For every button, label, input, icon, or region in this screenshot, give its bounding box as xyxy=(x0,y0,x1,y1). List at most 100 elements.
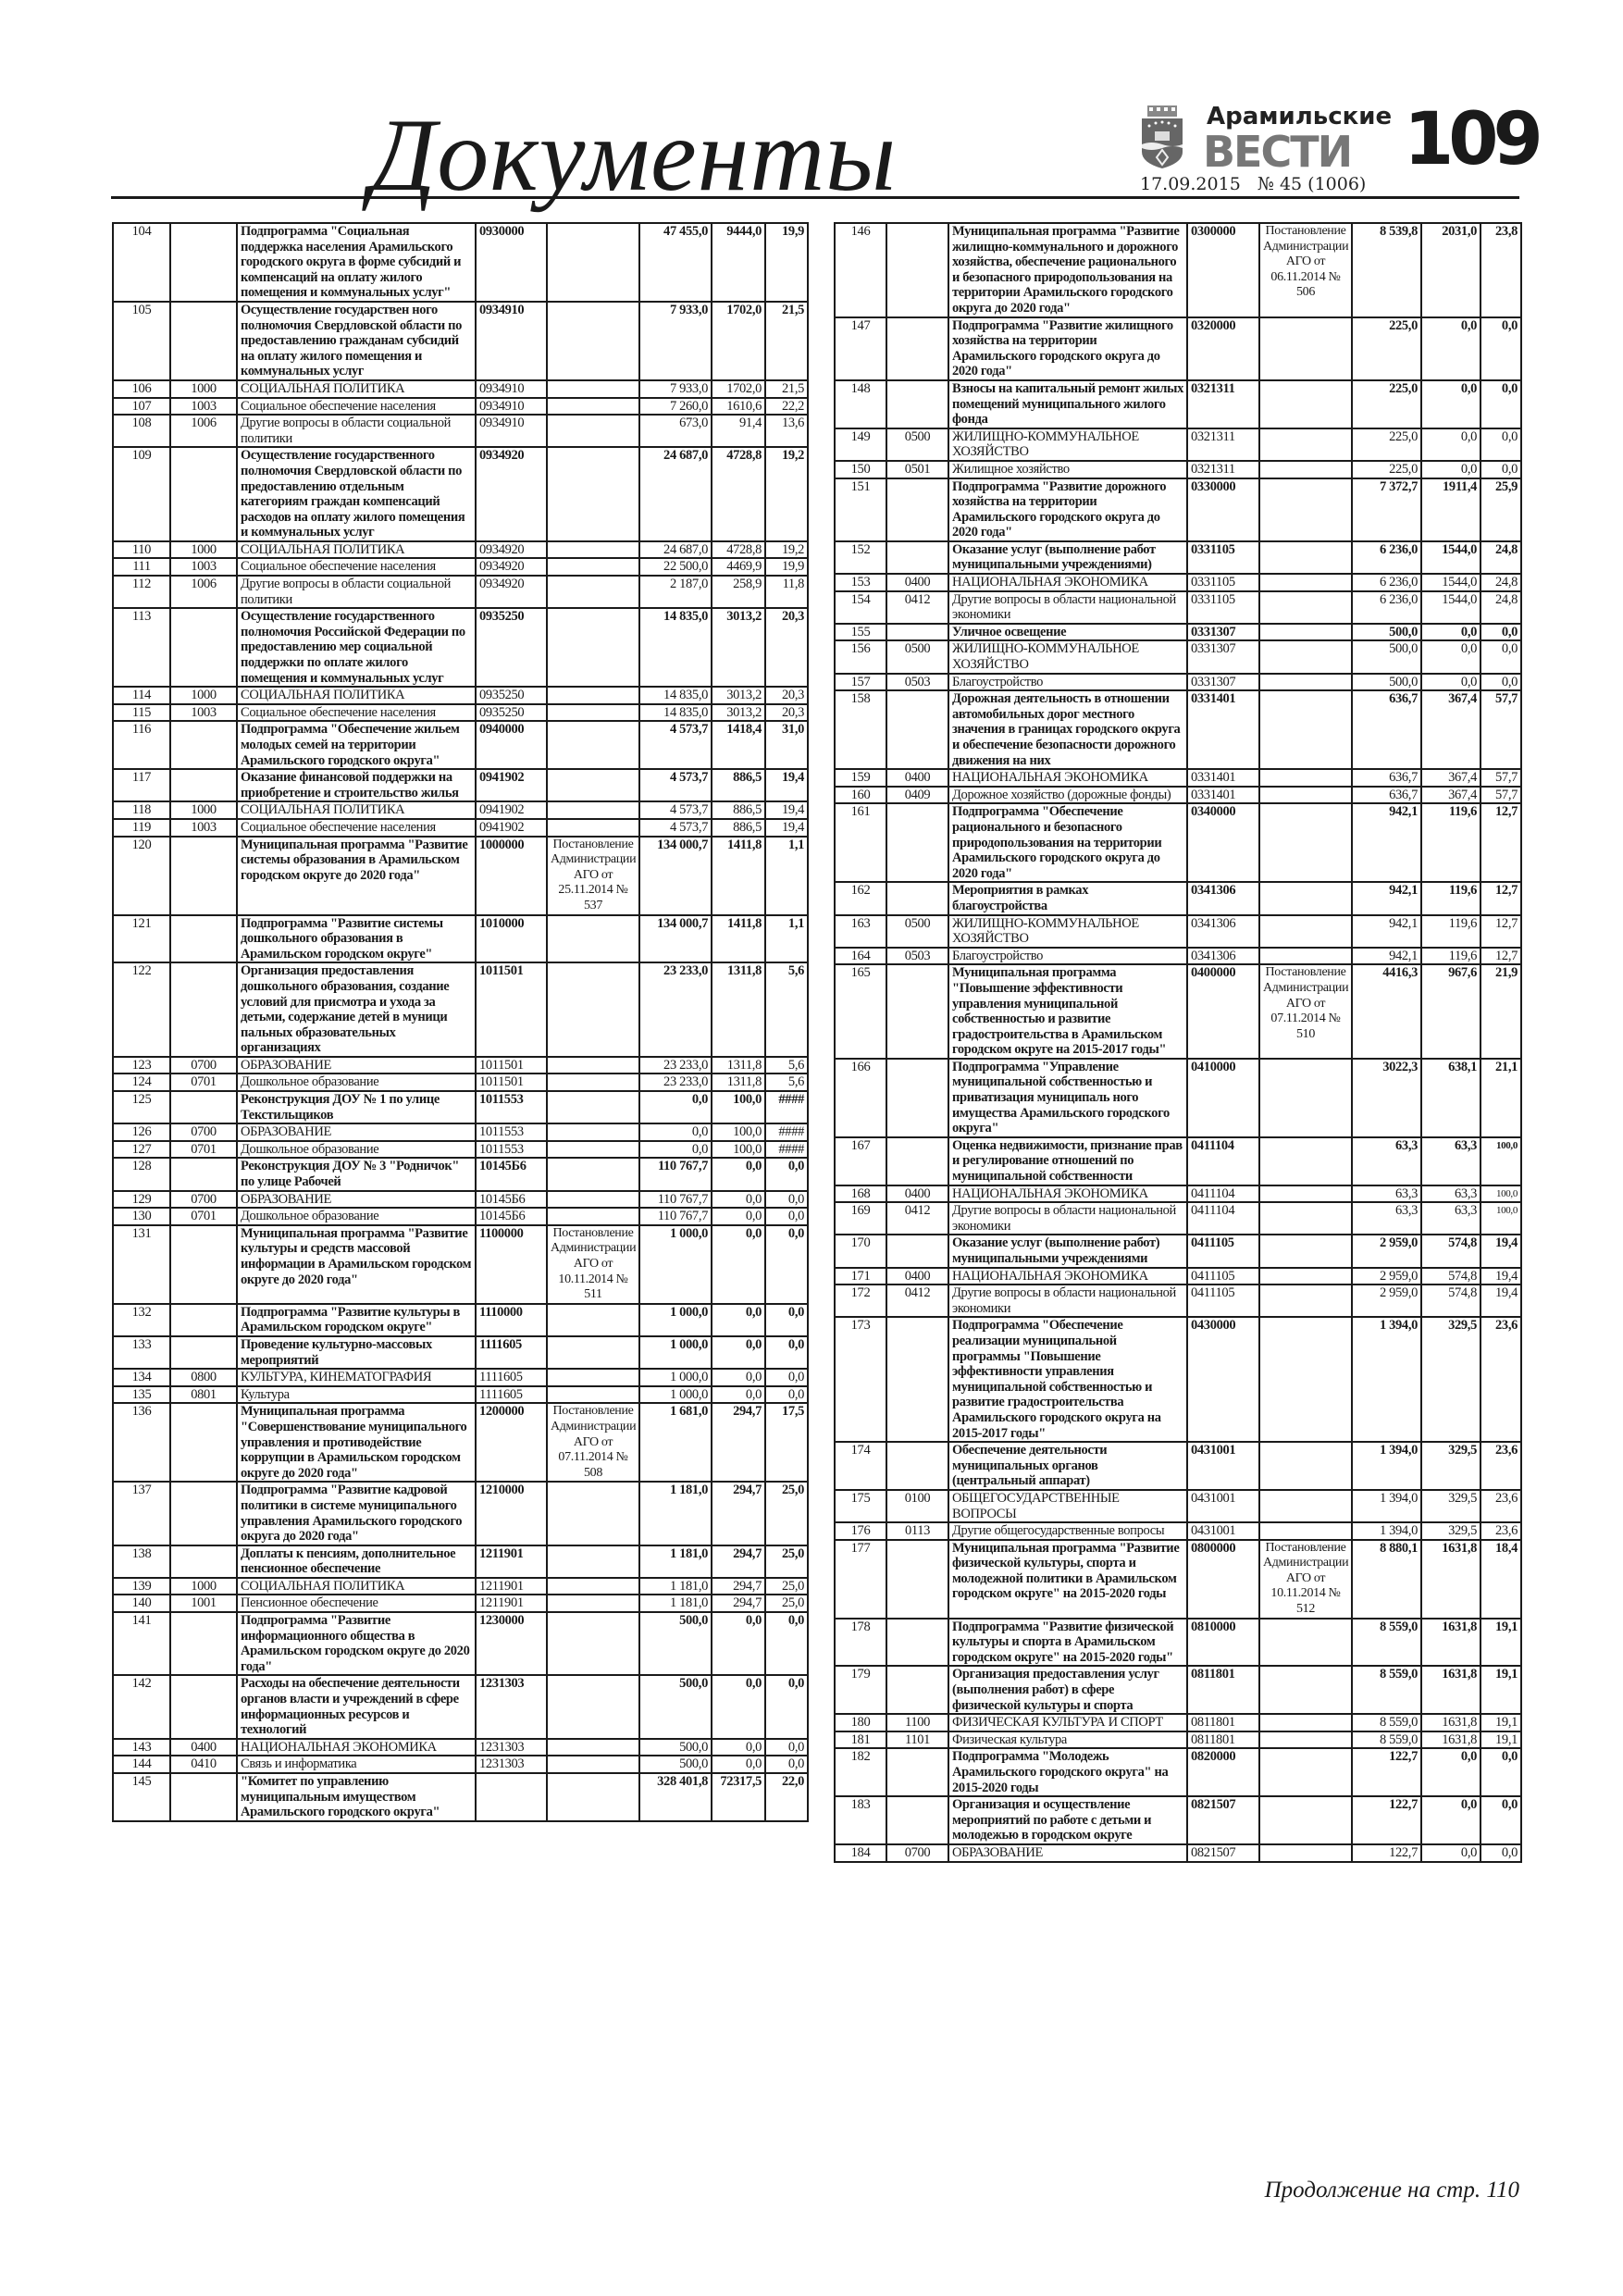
item-name: Социальное обеспечение населения xyxy=(236,557,477,577)
table-row: 157 0503 Благоустройство 0331307 500,0 0,0 0,0 xyxy=(834,672,1522,692)
legal-basis xyxy=(546,720,640,771)
table-row: 106 1000 СОЦИАЛЬНАЯ ПОЛИТИКА 0934910 7 933,0… xyxy=(112,379,809,399)
item-name: СОЦИАЛЬНАЯ ПОЛИТИКА xyxy=(236,540,477,560)
legal-basis xyxy=(1258,590,1353,625)
row-number: 138 xyxy=(112,1544,171,1579)
row-number: 147 xyxy=(834,316,887,381)
budget-table-left: 104 Подпрограмма "Социальная поддержка на… xyxy=(112,222,809,1822)
row-number: 173 xyxy=(834,1316,887,1444)
execution-percent: 12,7 xyxy=(1480,881,1522,916)
legal-basis: Постановление Администрации АГО от 25.11… xyxy=(546,835,640,916)
target-code: 1231303 xyxy=(475,1674,548,1740)
execution-percent: 0,0 xyxy=(764,1384,809,1405)
execution-percent: 31,0 xyxy=(764,720,809,771)
item-name: Оказание услуг (выполнение работ) муници… xyxy=(948,1234,1188,1269)
target-code: 0321311 xyxy=(1186,459,1260,479)
section-code: 0701 xyxy=(169,1073,238,1093)
item-name: ОБЩЕГОСУДАРСТВЕННЫЕ ВОПРОСЫ xyxy=(948,1488,1188,1524)
section-code: 0409 xyxy=(886,785,949,805)
section-code: 0113 xyxy=(886,1521,949,1541)
execution-percent: 0,0 xyxy=(1480,622,1522,642)
section-code xyxy=(886,379,949,429)
legal-basis xyxy=(546,222,640,303)
table-row: 105 Осуществление государствен ного полно… xyxy=(112,300,809,381)
target-code: 0331105 xyxy=(1186,540,1260,576)
actual-amount: 4469,9 xyxy=(711,557,766,577)
target-code: 0935250 xyxy=(475,702,548,723)
legal-basis xyxy=(1258,1713,1353,1732)
section-code xyxy=(169,1302,238,1337)
actual-amount: 0,0 xyxy=(1420,639,1481,675)
target-code: 1110000 xyxy=(475,1302,548,1337)
table-row: 156 0500 ЖИЛИЩНО-КОММУНАЛЬНОЕ ХОЗЯЙСТВО 033… xyxy=(834,639,1522,675)
legal-basis xyxy=(546,575,640,610)
legal-basis xyxy=(546,1772,640,1822)
planned-amount: 110 767,7 xyxy=(638,1189,712,1210)
execution-percent: 5,6 xyxy=(764,1055,809,1075)
actual-amount: 294,7 xyxy=(711,1544,766,1579)
planned-amount: 1 000,0 xyxy=(638,1223,712,1305)
legal-basis xyxy=(546,1737,640,1757)
section-code xyxy=(169,1402,238,1483)
table-row: 177 Муниципальная программа "Развитие физ… xyxy=(834,1538,1522,1620)
target-code: 0934910 xyxy=(475,414,548,449)
section-code xyxy=(886,963,949,1060)
target-code: 0341306 xyxy=(1186,913,1260,949)
section-code xyxy=(886,1316,949,1444)
row-number: 113 xyxy=(112,607,171,689)
target-code: 1111605 xyxy=(475,1368,548,1387)
section-code: 1003 xyxy=(169,396,238,416)
execution-percent: 22,0 xyxy=(764,1772,809,1822)
actual-amount: 119,6 xyxy=(1420,946,1481,966)
execution-percent: 0,0 xyxy=(764,1302,809,1337)
planned-amount: 0,0 xyxy=(638,1139,712,1160)
section-code xyxy=(169,720,238,771)
table-row: 165 Муниципальная программа "Повышение эф… xyxy=(834,963,1522,1060)
table-row: 178 Подпрограмма "Развитие физической кул… xyxy=(834,1617,1522,1668)
execution-percent: 0,0 xyxy=(1480,459,1522,479)
section-code xyxy=(886,622,949,642)
target-code: 0400000 xyxy=(1186,963,1260,1060)
table-row: 122 Организация предоставления дошкольног… xyxy=(112,962,809,1058)
execution-percent: 0,0 xyxy=(764,1223,809,1305)
legal-basis xyxy=(546,1755,640,1774)
item-name: Культура xyxy=(236,1384,477,1405)
row-number: 182 xyxy=(834,1747,887,1798)
actual-amount: 574,8 xyxy=(1420,1266,1481,1286)
row-number: 168 xyxy=(834,1184,887,1204)
legal-basis xyxy=(546,686,640,705)
execution-percent: 19,1 xyxy=(1480,1730,1522,1750)
planned-amount: 500,0 xyxy=(638,1611,712,1677)
table-row: 119 1003 Социальное обеспечение населения 0… xyxy=(112,817,809,838)
execution-percent: 20,3 xyxy=(764,686,809,705)
legal-basis xyxy=(1258,1234,1353,1269)
section-code xyxy=(886,1538,949,1620)
planned-amount: 6 236,0 xyxy=(1351,540,1422,576)
table-row: 181 1101 Физическая культура 0811801 8 559,0… xyxy=(834,1730,1522,1750)
execution-percent: 19,2 xyxy=(764,540,809,560)
target-code: 0321311 xyxy=(1186,379,1260,429)
row-number: 132 xyxy=(112,1302,171,1337)
actual-amount: 0,0 xyxy=(711,1223,766,1305)
row-number: 169 xyxy=(834,1201,887,1236)
legal-basis xyxy=(546,379,640,399)
legal-basis xyxy=(546,540,640,560)
target-code: 0411104 xyxy=(1186,1184,1260,1204)
section-code xyxy=(886,222,949,318)
row-number: 154 xyxy=(834,590,887,625)
item-name: НАЦИОНАЛЬНАЯ ЭКОНОМИКА xyxy=(948,1266,1188,1286)
item-name: НАЦИОНАЛЬНАЯ ЭКОНОМИКА xyxy=(948,768,1188,788)
planned-amount: 8 559,0 xyxy=(1351,1665,1422,1716)
target-code: 0411105 xyxy=(1186,1284,1260,1319)
actual-amount: 0,0 xyxy=(711,1737,766,1757)
item-name: Дошкольное образование xyxy=(236,1207,477,1226)
planned-amount: 63,3 xyxy=(1351,1201,1422,1236)
section-code xyxy=(169,446,238,542)
execution-percent: 22,2 xyxy=(764,396,809,416)
table-row: 118 1000 СОЦИАЛЬНАЯ ПОЛИТИКА 0941902 4 573,7… xyxy=(112,800,809,820)
actual-amount: 574,8 xyxy=(1420,1234,1481,1269)
row-number: 161 xyxy=(834,802,887,884)
execution-percent: 20,3 xyxy=(764,607,809,689)
execution-percent: 0,0 xyxy=(764,1334,809,1371)
planned-amount: 636,7 xyxy=(1351,689,1422,771)
